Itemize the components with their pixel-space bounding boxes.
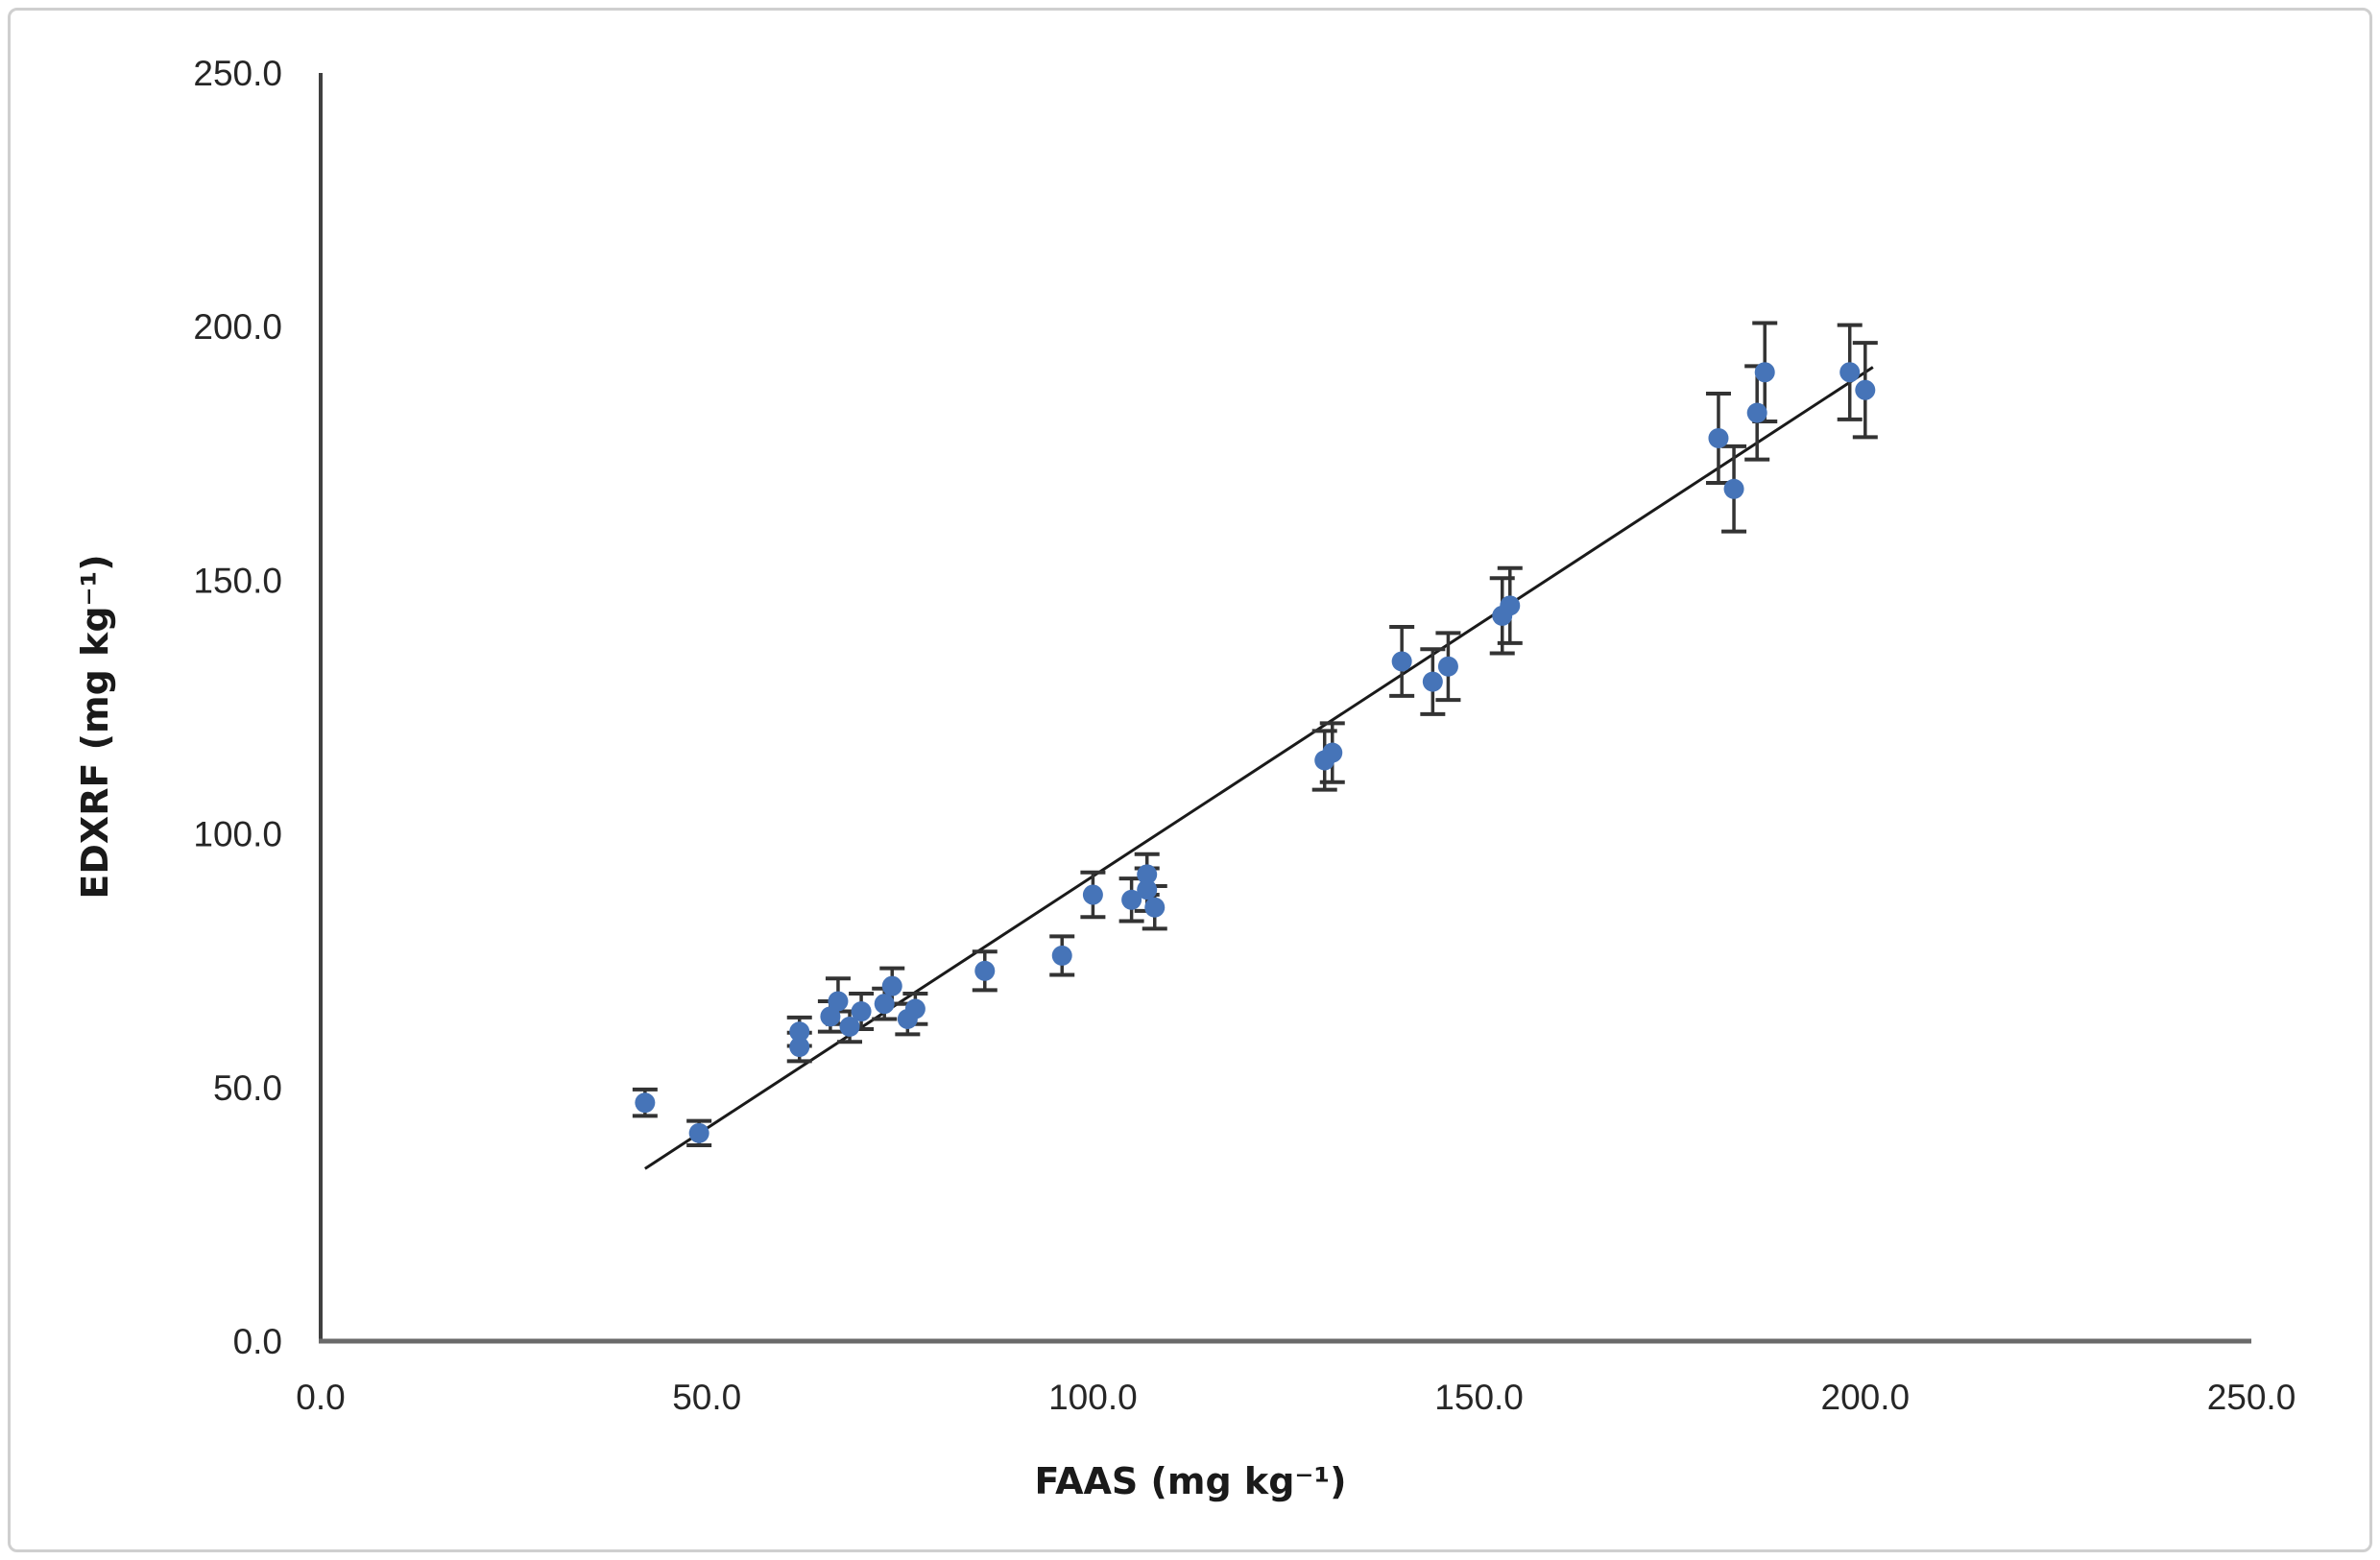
data-point-marker — [688, 1122, 709, 1143]
data-point-marker — [1839, 362, 1861, 383]
data-point-marker — [1051, 945, 1072, 966]
x-tick-label: 150.0 — [1434, 1378, 1524, 1417]
data-point-marker — [1723, 478, 1744, 499]
data-point-marker — [828, 991, 849, 1012]
data-point-marker — [820, 1006, 841, 1027]
data-point-marker — [1322, 742, 1343, 763]
errorbar-layer — [632, 321, 1878, 1148]
x-tick-label: 250.0 — [2207, 1378, 2296, 1417]
data-point-marker — [1137, 879, 1158, 900]
data-point-marker — [1137, 864, 1158, 885]
data-point-marker — [1422, 671, 1443, 692]
figure-frame — [8, 8, 2372, 1552]
data-point-marker — [1144, 897, 1166, 918]
data-point-marker — [904, 998, 926, 1020]
data-point-marker — [881, 975, 902, 996]
y-tick-label: 100.0 — [193, 815, 282, 854]
y-axis-title: EDXRF (mg kg⁻¹) — [74, 554, 116, 899]
tick-label-layer: 0.0 50.0 100.0 150.0 200.0 250.0 0.0 50.0 100.0 1… — [193, 54, 2296, 1417]
data-point-marker — [1082, 884, 1103, 905]
data-point-marker — [789, 1037, 810, 1058]
y-tick-label: 250.0 — [193, 54, 282, 93]
y-tick-label: 50.0 — [213, 1068, 282, 1108]
marker-layer — [635, 362, 1876, 1143]
trend-line — [644, 366, 1874, 1170]
trendline-layer — [644, 366, 1874, 1170]
x-tick-label: 100.0 — [1048, 1378, 1138, 1417]
x-tick-label: 50.0 — [672, 1378, 741, 1417]
data-point-marker — [1708, 427, 1729, 448]
data-point-marker — [974, 960, 996, 981]
data-point-marker — [1746, 402, 1767, 423]
axes-layer — [319, 73, 2251, 1344]
data-point-marker — [1121, 889, 1142, 910]
data-point-marker — [839, 1016, 860, 1037]
data-point-marker — [635, 1092, 656, 1114]
data-point-marker — [874, 994, 895, 1015]
data-point-marker — [1500, 595, 1521, 616]
y-tick-label: 150.0 — [193, 561, 282, 600]
data-point-marker — [1754, 362, 1775, 383]
data-point-marker — [1855, 379, 1876, 400]
y-tick-label: 0.0 — [233, 1322, 282, 1361]
data-point-marker — [851, 1001, 872, 1022]
x-tick-label: 200.0 — [1821, 1378, 1911, 1417]
data-point-marker — [1391, 651, 1412, 672]
x-tick-label: 0.0 — [296, 1378, 345, 1417]
y-tick-label: 200.0 — [193, 307, 282, 347]
x-axis-title: FAAS (mg kg⁻¹) — [1035, 1460, 1347, 1502]
data-point-marker — [789, 1021, 810, 1043]
data-point-marker — [1437, 656, 1458, 677]
